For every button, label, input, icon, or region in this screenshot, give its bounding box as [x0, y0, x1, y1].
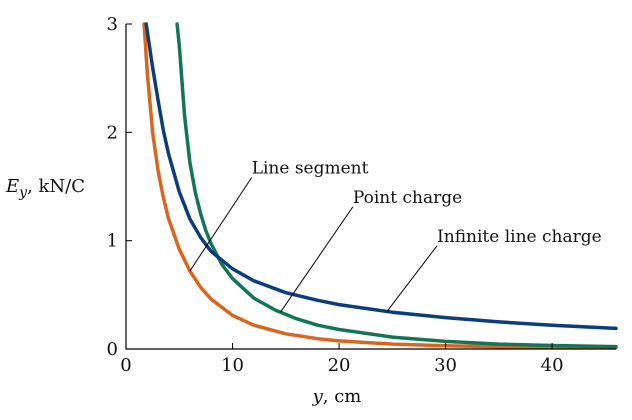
- y-axis-title: Ey, kN/C: [5, 176, 85, 201]
- y-axis-unit: , kN/C: [27, 176, 85, 197]
- x-axis-unit: , cm: [323, 386, 362, 407]
- y-tick-label: 0: [107, 339, 118, 360]
- annotation-line-segment: Line segment: [252, 159, 369, 179]
- annotation-infinite-line-charge: Infinite line charge: [437, 227, 602, 247]
- x-axis-var: y: [312, 386, 324, 407]
- y-tick-label: 1: [107, 231, 118, 252]
- series-line-segment: [142, 22, 618, 350]
- x-tick-label: 10: [221, 355, 244, 376]
- y-axis-sub: y: [18, 185, 28, 201]
- x-tick-label: 20: [328, 355, 351, 376]
- y-axis-var: E: [5, 176, 19, 197]
- y-tick-label: 2: [107, 122, 118, 143]
- annotation-leader: [386, 245, 438, 312]
- series-point-charge: [175, 22, 618, 349]
- axes-frame: [125, 24, 616, 350]
- x-tick-label: 40: [541, 355, 564, 376]
- leader-layer: [189, 177, 438, 313]
- x-tick-label: 0: [120, 355, 131, 376]
- x-axis-title: y, cm: [312, 386, 362, 407]
- x-tick-label: 30: [434, 355, 457, 376]
- tick-layer: 0 10 20 30 40 0 1 2 3: [107, 14, 564, 376]
- series-infinite-line-charge: [144, 22, 618, 331]
- annotation-leader: [280, 206, 354, 313]
- annotation-layer: Line segment Point charge Infinite line ch…: [252, 159, 602, 247]
- series-layer: [142, 22, 618, 350]
- annotation-leader: [189, 177, 253, 272]
- y-tick-label: 3: [107, 14, 118, 35]
- annotation-point-charge: Point charge: [353, 188, 462, 208]
